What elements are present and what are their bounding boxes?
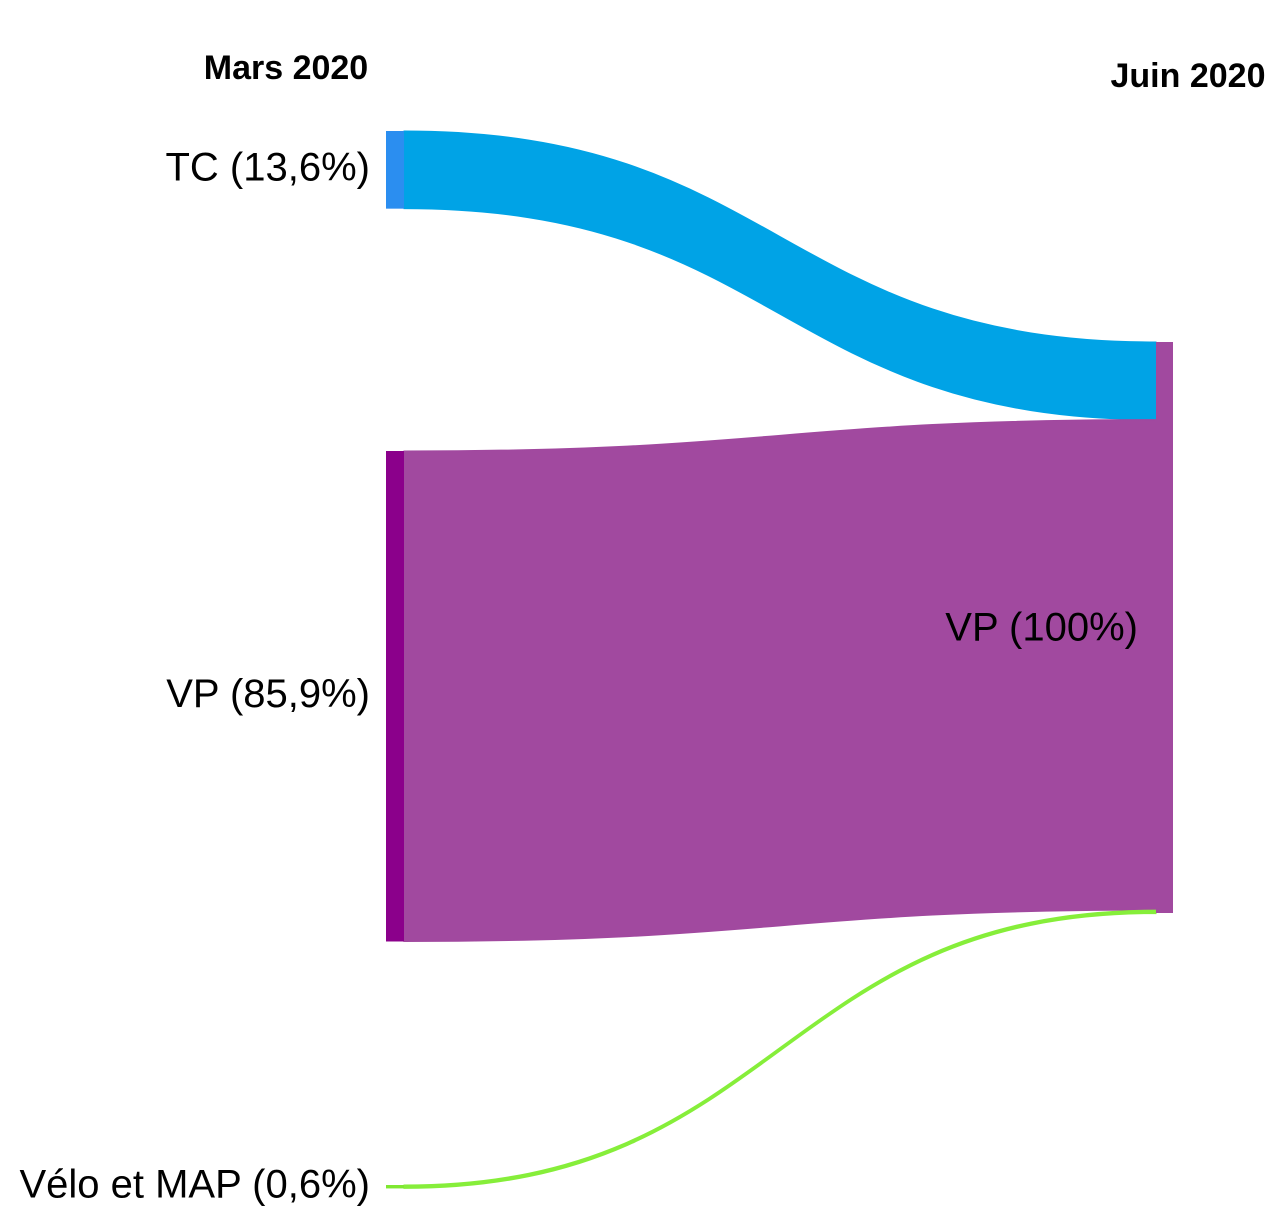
source-node bbox=[386, 451, 404, 942]
target-title: Juin 2020 bbox=[1111, 57, 1266, 95]
flow bbox=[403, 130, 1157, 421]
source-label: TC (13,6%) bbox=[166, 145, 371, 189]
source-title: Mars 2020 bbox=[204, 49, 368, 87]
target-label: VP (100%) bbox=[945, 606, 1138, 650]
source-node bbox=[386, 1185, 404, 1189]
source-label: VP (85,9%) bbox=[166, 672, 370, 716]
flow bbox=[403, 909, 1157, 1189]
source-label: Vélo et MAP (0,6%) bbox=[19, 1162, 370, 1206]
flow bbox=[403, 419, 1157, 942]
target-node bbox=[1156, 342, 1173, 913]
source-node bbox=[386, 131, 404, 209]
